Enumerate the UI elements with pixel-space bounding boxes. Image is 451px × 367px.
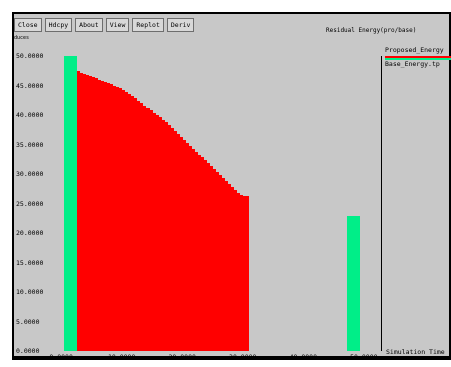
x-tick-label: 20.0000 (168, 353, 196, 361)
legend-swatch-proposed-energy (385, 56, 451, 58)
y-tick-label: 0.0000 (16, 347, 40, 355)
proposed-energy-bar (230, 186, 235, 351)
proposed-energy-bar (245, 196, 250, 351)
y-tick-label: 30.0000 (16, 170, 44, 178)
proposed-energy-bar (76, 70, 80, 351)
proposed-energy-bar (127, 93, 132, 351)
about-button[interactable]: About (75, 18, 103, 32)
proposed-energy-bar (170, 127, 174, 351)
view-button[interactable]: View (105, 18, 130, 32)
proposed-energy-bar (88, 76, 92, 351)
legend-item-proposed-energy: Proposed_Energy (385, 46, 444, 54)
proposed-energy-bar (206, 163, 211, 351)
proposed-energy-bar (124, 91, 129, 351)
legend-swatch-base-energy (385, 58, 451, 60)
proposed-energy-bar (197, 154, 201, 351)
x-tick-label: 30.0000 (229, 353, 257, 361)
chart-title: Residual Energy(pro/base) (326, 27, 417, 34)
proposed-energy-bar (154, 115, 159, 351)
y-tick-label: 20.0000 (16, 229, 44, 237)
sidebar-fragment: duces (14, 35, 30, 41)
base-energy-bar (347, 216, 360, 351)
base-energy-bar (64, 56, 77, 351)
proposed-energy-bar (106, 83, 111, 351)
proposed-energy-bar (224, 181, 229, 351)
proposed-energy-bar (179, 136, 183, 351)
proposed-energy-bar (221, 178, 226, 351)
deriv-button[interactable]: Deriv (166, 18, 195, 32)
proposed-energy-bar (242, 196, 247, 351)
proposed-energy-bar (212, 169, 217, 351)
proposed-energy-bar (112, 85, 117, 351)
proposed-energy-bar (209, 166, 214, 351)
proposed-energy-bar (121, 90, 126, 351)
proposed-energy-bar (167, 125, 171, 351)
proposed-energy-bar (115, 86, 120, 351)
y-tick-label: 15.0000 (16, 258, 44, 267)
proposed-energy-bar (100, 80, 105, 351)
hardcopy-button[interactable]: Hdcpy (44, 18, 73, 32)
proposed-energy-bar (215, 172, 220, 351)
proposed-energy-bar (236, 192, 241, 351)
close-button[interactable]: Close (14, 18, 42, 32)
y-tick-label: 35.0000 (16, 140, 44, 149)
y-tick-label: 45.0000 (16, 81, 44, 90)
proposed-energy-bar (85, 74, 89, 351)
proposed-energy-bar (136, 100, 141, 351)
proposed-energy-bar (142, 105, 147, 351)
proposed-energy-bar (191, 148, 195, 351)
proposed-energy-bar (97, 79, 102, 351)
proposed-energy-bar (158, 117, 162, 351)
y-tick-label: 10.0000 (16, 288, 44, 296)
legend-item-base-energy: Base_Energy.tp (385, 60, 440, 68)
proposed-energy-bar (94, 78, 99, 351)
x-tick-label: 0.0000 (49, 353, 73, 361)
proposed-energy-bar (109, 84, 114, 351)
x-tick-label: 40.0000 (289, 353, 317, 361)
y-tick-label: 50.0000 (16, 52, 44, 60)
proposed-energy-bar (188, 145, 192, 351)
proposed-energy-bar (118, 88, 123, 351)
proposed-energy-bar (194, 151, 198, 351)
proposed-energy-bar (239, 194, 244, 351)
replot-button[interactable]: Replot (132, 18, 164, 32)
proposed-energy-bar (200, 157, 204, 351)
proposed-energy-bar (203, 160, 208, 351)
x-axis-label: Simulation Time (386, 348, 445, 356)
x-tick-label: 10.0000 (107, 353, 136, 361)
proposed-energy-bar (176, 133, 180, 351)
proposed-energy-bar (130, 96, 135, 351)
proposed-energy-bar (133, 98, 138, 351)
y-tick-label: 5.0000 (16, 317, 40, 326)
app-window: Close Hdcpy About View Replot Deriv duce… (12, 12, 451, 361)
proposed-energy-bar (151, 112, 156, 351)
x-tick-label: 50.0000 (350, 353, 378, 361)
proposed-energy-bar (233, 189, 238, 351)
proposed-energy-bar (79, 72, 83, 351)
proposed-energy-bar (218, 175, 223, 351)
proposed-energy-bar (173, 130, 177, 351)
proposed-energy-bar (139, 103, 144, 351)
proposed-energy-bar (227, 184, 232, 351)
y-tick-label: 25.0000 (16, 199, 44, 208)
graph-panel: Close Hdcpy About View Replot Deriv duce… (14, 14, 451, 361)
proposed-energy-bar (182, 139, 186, 351)
proposed-energy-bar (103, 81, 108, 351)
proposed-energy-bar (145, 107, 150, 351)
y-tick-label: 40.0000 (16, 111, 44, 119)
proposed-energy-bar (148, 110, 153, 351)
proposed-energy-bar (185, 142, 189, 351)
proposed-energy-bar (161, 119, 165, 351)
plot-area-frame (46, 56, 382, 351)
proposed-energy-bar (82, 73, 86, 351)
toolbar: Close Hdcpy About View Replot Deriv (14, 18, 195, 32)
proposed-energy-bar (91, 77, 96, 351)
plot-area (46, 56, 382, 351)
proposed-energy-bar (164, 122, 168, 351)
